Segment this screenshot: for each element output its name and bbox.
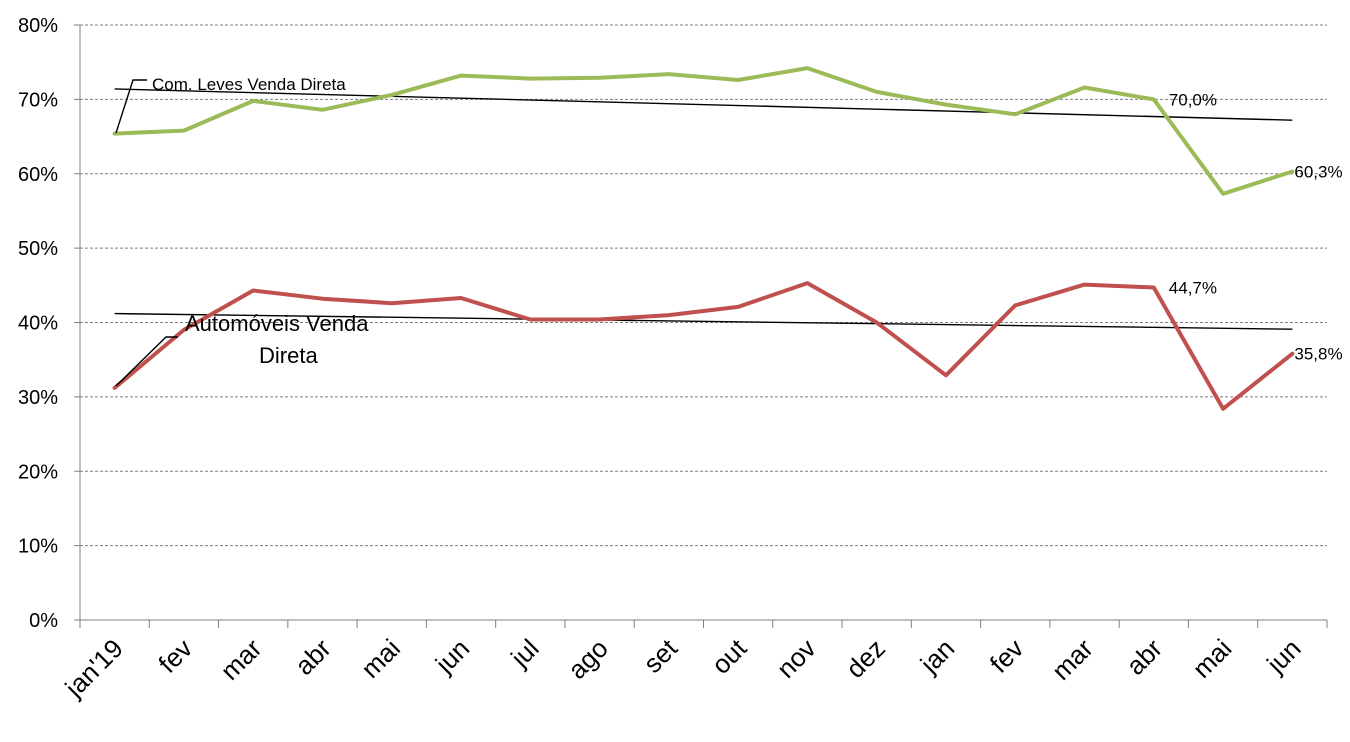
data-label: 35,8% [1294,345,1342,364]
x-tick-label: dez [840,633,891,684]
trendlines [114,88,1293,330]
x-tick-label: mai [1186,633,1237,684]
leves-leader-line [115,79,147,134]
x-tick-label: fev [984,633,1030,679]
series-labels: Com. Leves Venda Direta Automóveis Venda… [115,75,369,387]
y-tick-label: 50% [18,238,58,260]
y-tick-label: 80% [18,15,58,37]
series-label-leves: Com. Leves Venda Direta [152,75,346,94]
x-tick-label: mar [215,633,268,686]
trendline [114,312,1293,330]
y-tick-label: 40% [18,313,58,335]
y-tick-label: 10% [18,536,58,558]
x-tick-label: set [637,632,683,678]
y-tick-label: 0% [29,610,58,632]
series-line [112,66,1295,196]
x-tick-label: fev [152,633,198,679]
x-tick-label: mar [1046,633,1099,686]
automoveis-leader-line [115,336,178,387]
y-tick-labels: 0% 10% 20% 30% 40% 50% 60% 70% 80% [18,15,58,632]
x-tick-label: jun [1260,633,1306,679]
x-tick-label: jul [504,633,544,673]
trendline [114,88,1293,121]
y-tick-label: 30% [18,387,58,409]
series-lines [112,66,1295,411]
data-label: 44,7% [1169,279,1217,298]
x-tick-label: ago [562,633,614,685]
series-line [112,281,1295,411]
y-tick-label: 70% [18,89,58,111]
axes [74,24,1328,628]
data-labels: 70,0% 60,3% 44,7% 35,8% [1169,90,1343,363]
x-tick-label: jan'19 [58,633,128,703]
data-label: 60,3% [1294,163,1342,182]
gridlines [80,24,1327,547]
series-label-automoveis-line1: Automóveis Venda [185,311,369,336]
series-label-automoveis-line2: Direta [259,343,318,368]
x-tick-label: out [706,632,753,679]
x-tick-label: mai [355,633,406,684]
x-tick-label: jun [429,633,475,679]
x-tick-label: jan [914,633,960,679]
x-tick-labels: jan'19 fev mar abr mai jun jul ago set out nov dez j… [58,632,1306,703]
y-tick-label: 20% [18,461,58,483]
x-tick-label: nov [771,633,822,684]
y-tick-label: 60% [18,164,58,186]
x-tick-label: abr [289,633,337,681]
x-tick-label: abr [1120,633,1168,681]
data-label: 70,0% [1169,90,1217,109]
